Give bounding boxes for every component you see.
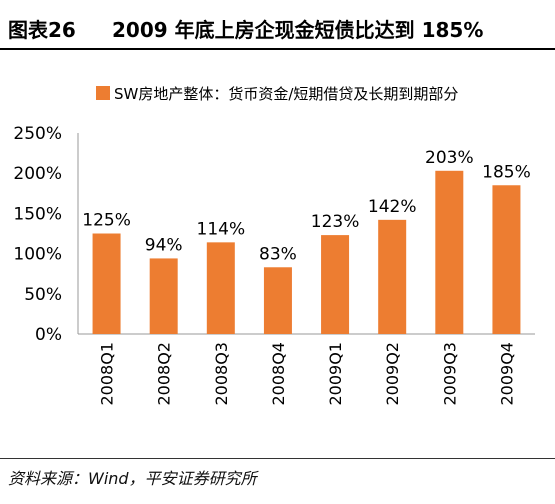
y-tick-label: 150%	[13, 204, 62, 224]
y-tick-label: 200%	[13, 164, 62, 184]
bar-chart: SW房地产整体：货币资金/短期借贷及长期到期部分 0% 50% 100% 150% 200…	[13, 85, 535, 406]
x-tick-label: 2008Q2	[155, 342, 174, 406]
x-tick-label: 2008Q4	[269, 342, 288, 406]
figure-header: 图表26 2009 年底上房企现金短债比达到 185%	[0, 0, 555, 50]
data-label: 123%	[311, 212, 360, 232]
legend-swatch	[96, 86, 110, 100]
bar	[492, 185, 521, 334]
y-tick-label: 100%	[13, 245, 62, 265]
data-label: 83%	[259, 244, 297, 264]
data-label: 142%	[368, 197, 417, 217]
bar	[378, 219, 407, 334]
x-tick-label: 2009Q2	[383, 342, 402, 406]
data-label: 203%	[425, 148, 474, 168]
data-label: 185%	[482, 162, 531, 182]
data-label: 125%	[82, 211, 131, 231]
data-label: 114%	[197, 219, 246, 239]
x-tick-label: 2008Q1	[98, 342, 117, 406]
y-tick-label: 0%	[35, 325, 62, 345]
figure-number: 图表26	[8, 18, 76, 42]
x-tick-label: 2009Q4	[497, 342, 516, 406]
source-note: 资料来源：Wind，平安证券研究所	[8, 469, 257, 488]
y-tick-label: 50%	[24, 285, 62, 305]
x-tick-label: 2009Q3	[440, 342, 459, 406]
figure-title: 2009 年底上房企现金短债比达到 185%	[112, 18, 484, 42]
data-label: 94%	[145, 235, 183, 255]
bar	[149, 258, 178, 334]
bar	[92, 233, 121, 334]
bar	[435, 170, 464, 334]
footer-rule	[0, 458, 555, 459]
bar	[321, 235, 350, 334]
legend-label: SW房地产整体：货币资金/短期借贷及长期到期部分	[114, 85, 458, 103]
header-rule	[0, 48, 555, 50]
bar	[206, 242, 235, 334]
x-tick-label: 2008Q3	[212, 342, 231, 406]
x-tick-label: 2009Q1	[326, 342, 345, 406]
y-tick-label: 250%	[13, 124, 62, 144]
bar	[263, 267, 292, 334]
